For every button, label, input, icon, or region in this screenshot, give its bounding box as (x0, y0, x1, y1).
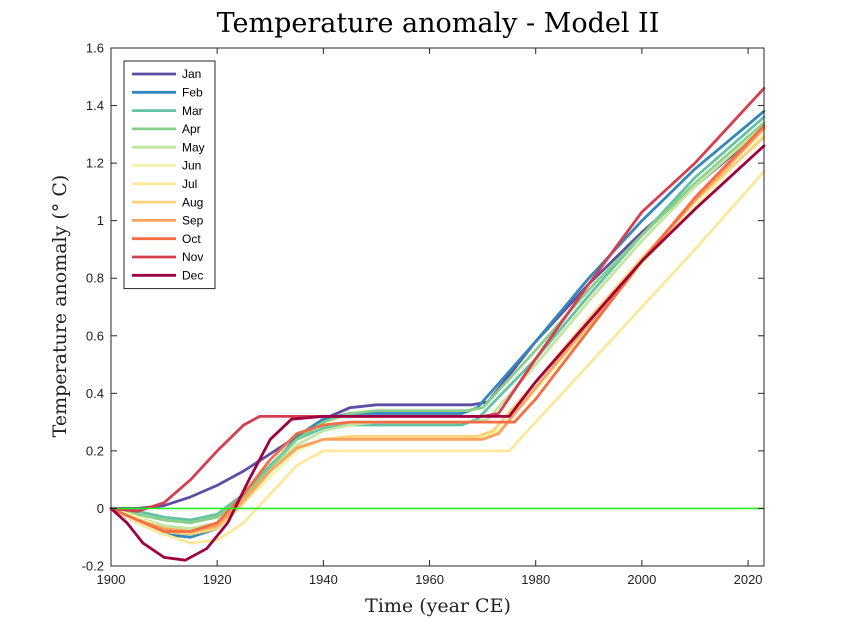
y-tick-label: 0.6 (86, 328, 104, 343)
legend-label-jun: Jun (182, 159, 201, 173)
y-tick-label: 0 (97, 501, 104, 516)
legend-label-apr: Apr (182, 122, 201, 136)
y-tick-label: 1 (97, 213, 104, 228)
legend-label-may: May (182, 140, 205, 154)
x-axis-label: Time (year CE) (365, 595, 511, 617)
legend-label-nov: Nov (182, 250, 203, 264)
x-tick-label: 1940 (309, 572, 338, 587)
legend-label-sep: Sep (182, 214, 204, 228)
series-line-may (109, 124, 766, 530)
y-axis-label: Temperature anomaly (° C) (49, 175, 71, 438)
legend-label-aug: Aug (182, 195, 203, 209)
legend-label-jan: Jan (182, 67, 201, 81)
x-tick-label: 2000 (627, 572, 656, 587)
x-tick-label: 1960 (415, 572, 444, 587)
y-tick-label: 0.8 (86, 271, 104, 286)
legend: Jan Feb Mar Apr May Jun Jul Aug Sep Oct Nov Dec (123, 60, 216, 290)
y-tick-label: 1.4 (86, 98, 104, 113)
axes-layer: 1900 1920 1940 1960 1980 2000 2020 -0.2 0 0.2 0.4 0… (82, 41, 765, 587)
y-tick-label: 0.4 (86, 386, 104, 401)
series-layer (109, 86, 766, 562)
x-tick-label: 1980 (521, 572, 550, 587)
y-tick-label: -0.2 (82, 559, 104, 574)
legend-label-jul: Jul (182, 177, 197, 191)
axes-box (110, 47, 765, 567)
x-tick-label: 2020 (734, 572, 763, 587)
y-tick-label: 1.6 (86, 41, 104, 56)
legend-label-dec: Dec (182, 269, 203, 283)
y-tick-label: 0.2 (86, 443, 104, 458)
legend-box (123, 60, 216, 290)
series-line-jul (109, 170, 766, 545)
y-tick-label: 1.2 (86, 156, 104, 171)
series-line-apr (109, 121, 766, 525)
series-line-aug (109, 135, 766, 536)
x-tick-label: 1920 (203, 572, 232, 587)
series-line-oct (109, 124, 766, 533)
legend-label-mar: Mar (182, 104, 203, 118)
legend-label-oct: Oct (182, 232, 201, 246)
series-line-dec (109, 144, 766, 562)
x-tick-label: 1900 (97, 572, 126, 587)
chart-title: Temperature anomaly - Model II (217, 8, 660, 39)
legend-label-feb: Feb (182, 86, 203, 100)
